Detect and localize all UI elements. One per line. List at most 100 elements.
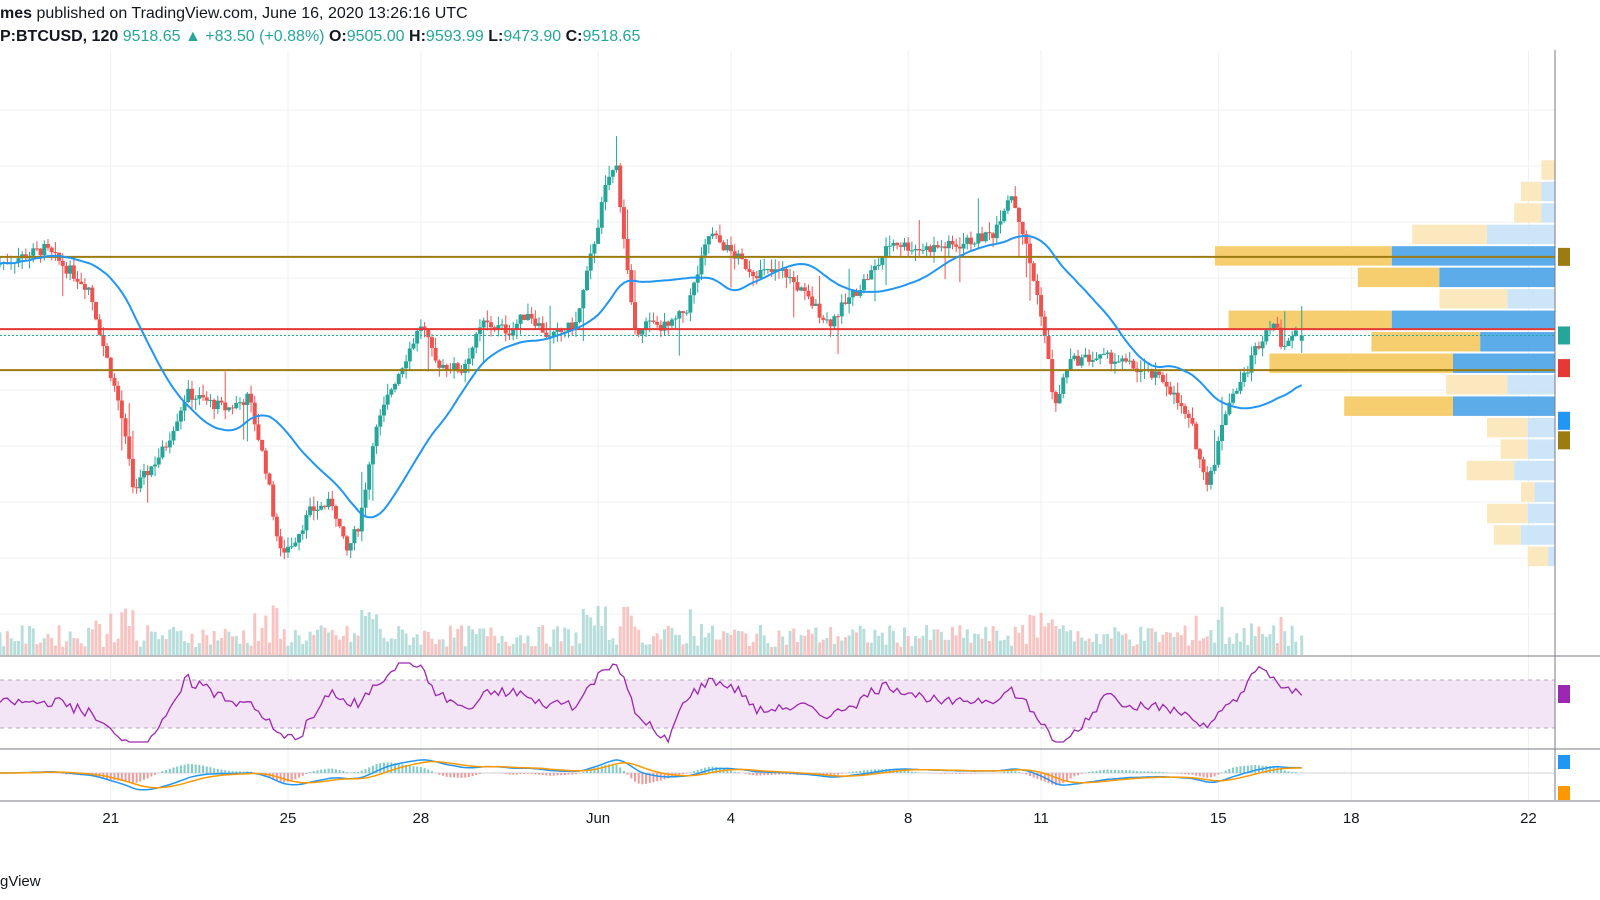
candle-body	[1124, 358, 1129, 362]
candle-body	[212, 399, 217, 410]
volume-bar	[83, 646, 87, 655]
macd-histogram-bar	[748, 773, 751, 775]
macd-histogram-bar	[139, 773, 142, 782]
volume-bar	[120, 612, 124, 655]
symbol-ohlc-line: P:BTCUSD, 120 9518.65 ▲ +83.50 (+0.88%) …	[0, 28, 640, 46]
macd-histogram-bar	[353, 772, 356, 773]
candle-body	[1098, 354, 1103, 359]
volume-bar	[1257, 626, 1261, 655]
macd-histogram-bar	[394, 763, 397, 773]
candle-body	[913, 249, 918, 251]
candle-body	[400, 368, 405, 375]
volume-bar	[1043, 626, 1047, 655]
candle-body	[920, 250, 925, 252]
publisher-username[interactable]: mes	[0, 5, 33, 22]
macd-histogram-bar	[1077, 773, 1080, 776]
macd-histogram-bar	[940, 773, 943, 774]
candle-body	[972, 243, 977, 245]
volume-bar	[367, 612, 371, 655]
volume-bar	[1172, 636, 1176, 655]
candle-body	[105, 346, 110, 358]
candle-body	[485, 320, 490, 323]
macd-histogram-bar	[667, 773, 670, 779]
volume-bar	[969, 642, 973, 655]
volume-bar	[744, 633, 748, 655]
volume-profile-up-bar	[1269, 353, 1453, 373]
volume-bar	[762, 635, 766, 655]
volume-bar	[622, 606, 626, 655]
candle-body	[1234, 390, 1239, 394]
macd-histogram-bar	[331, 768, 334, 773]
candle-body	[1212, 464, 1217, 471]
volume-bar	[268, 642, 272, 655]
volume-bar	[24, 643, 28, 655]
candle-body	[1072, 355, 1077, 360]
volume-bar	[840, 640, 844, 655]
volume-bar	[112, 642, 116, 655]
macd-histogram-bar	[301, 773, 304, 776]
macd-value-marker	[1558, 755, 1570, 769]
candle-body	[153, 464, 158, 467]
volume-bar	[437, 639, 441, 655]
candle-body	[1079, 357, 1084, 366]
volume-profile-down-bar	[1487, 224, 1555, 245]
candle-body	[297, 533, 302, 543]
macd-histogram-bar	[914, 772, 917, 773]
macd-histogram-bar	[1220, 772, 1223, 773]
macd-histogram-bar	[785, 773, 788, 775]
symbol-label[interactable]: P:BTCUSD, 120	[0, 28, 119, 45]
volume-bar	[1213, 642, 1217, 655]
macd-histogram-bar	[604, 764, 607, 773]
macd-histogram-bar	[1187, 773, 1190, 775]
candle-body	[42, 243, 47, 256]
macd-histogram-bar	[523, 773, 526, 775]
candle-body	[1290, 336, 1295, 341]
macd-histogram-bar	[1010, 770, 1013, 773]
candle-body	[496, 325, 501, 329]
volume-bar	[504, 641, 508, 655]
volume-bar	[1002, 639, 1006, 655]
candle-body	[548, 336, 553, 338]
volume-bar	[921, 635, 925, 655]
macd-histogram-bar	[969, 773, 972, 774]
macd-histogram-bar	[165, 769, 168, 773]
volume-bar	[507, 645, 511, 655]
volume-bar	[980, 638, 984, 655]
macd-histogram-bar	[526, 773, 529, 774]
candle-body	[112, 378, 117, 386]
volume-bar	[522, 643, 526, 655]
macd-histogram-bar	[973, 773, 976, 774]
volume-bar	[61, 646, 65, 655]
macd-histogram-bar	[128, 773, 131, 783]
macd-histogram-bar	[501, 773, 504, 774]
macd-histogram-bar	[290, 773, 293, 781]
macd-histogram-bar	[1265, 765, 1268, 773]
macd-histogram-bar	[209, 767, 212, 773]
volume-bar	[179, 630, 183, 655]
volume-bar	[393, 638, 397, 655]
volume-bar	[467, 625, 471, 655]
volume-bar	[175, 631, 179, 655]
candle-body	[1028, 243, 1033, 264]
volume-bar	[16, 641, 20, 655]
volume-profile-down-bar	[1527, 503, 1555, 524]
volume-bar	[301, 644, 305, 655]
macd-histogram-bar	[1099, 770, 1102, 773]
candle-body	[1024, 234, 1029, 244]
volume-bar	[836, 636, 840, 655]
macd-histogram-bar	[1165, 772, 1168, 773]
macd-histogram-bar	[1029, 773, 1032, 776]
macd-histogram-bar	[678, 773, 681, 776]
volume-bar	[570, 645, 574, 655]
macd-histogram-bar	[1054, 773, 1057, 786]
macd-histogram-bar	[530, 773, 533, 774]
candle-body	[821, 317, 826, 320]
candle-body	[810, 296, 815, 306]
candle-body	[267, 473, 272, 485]
candle-body	[138, 477, 143, 489]
candle-body	[987, 232, 992, 234]
volume-bar	[35, 644, 39, 655]
volume-bar	[205, 635, 209, 655]
macd-histogram-bar	[1032, 773, 1035, 778]
